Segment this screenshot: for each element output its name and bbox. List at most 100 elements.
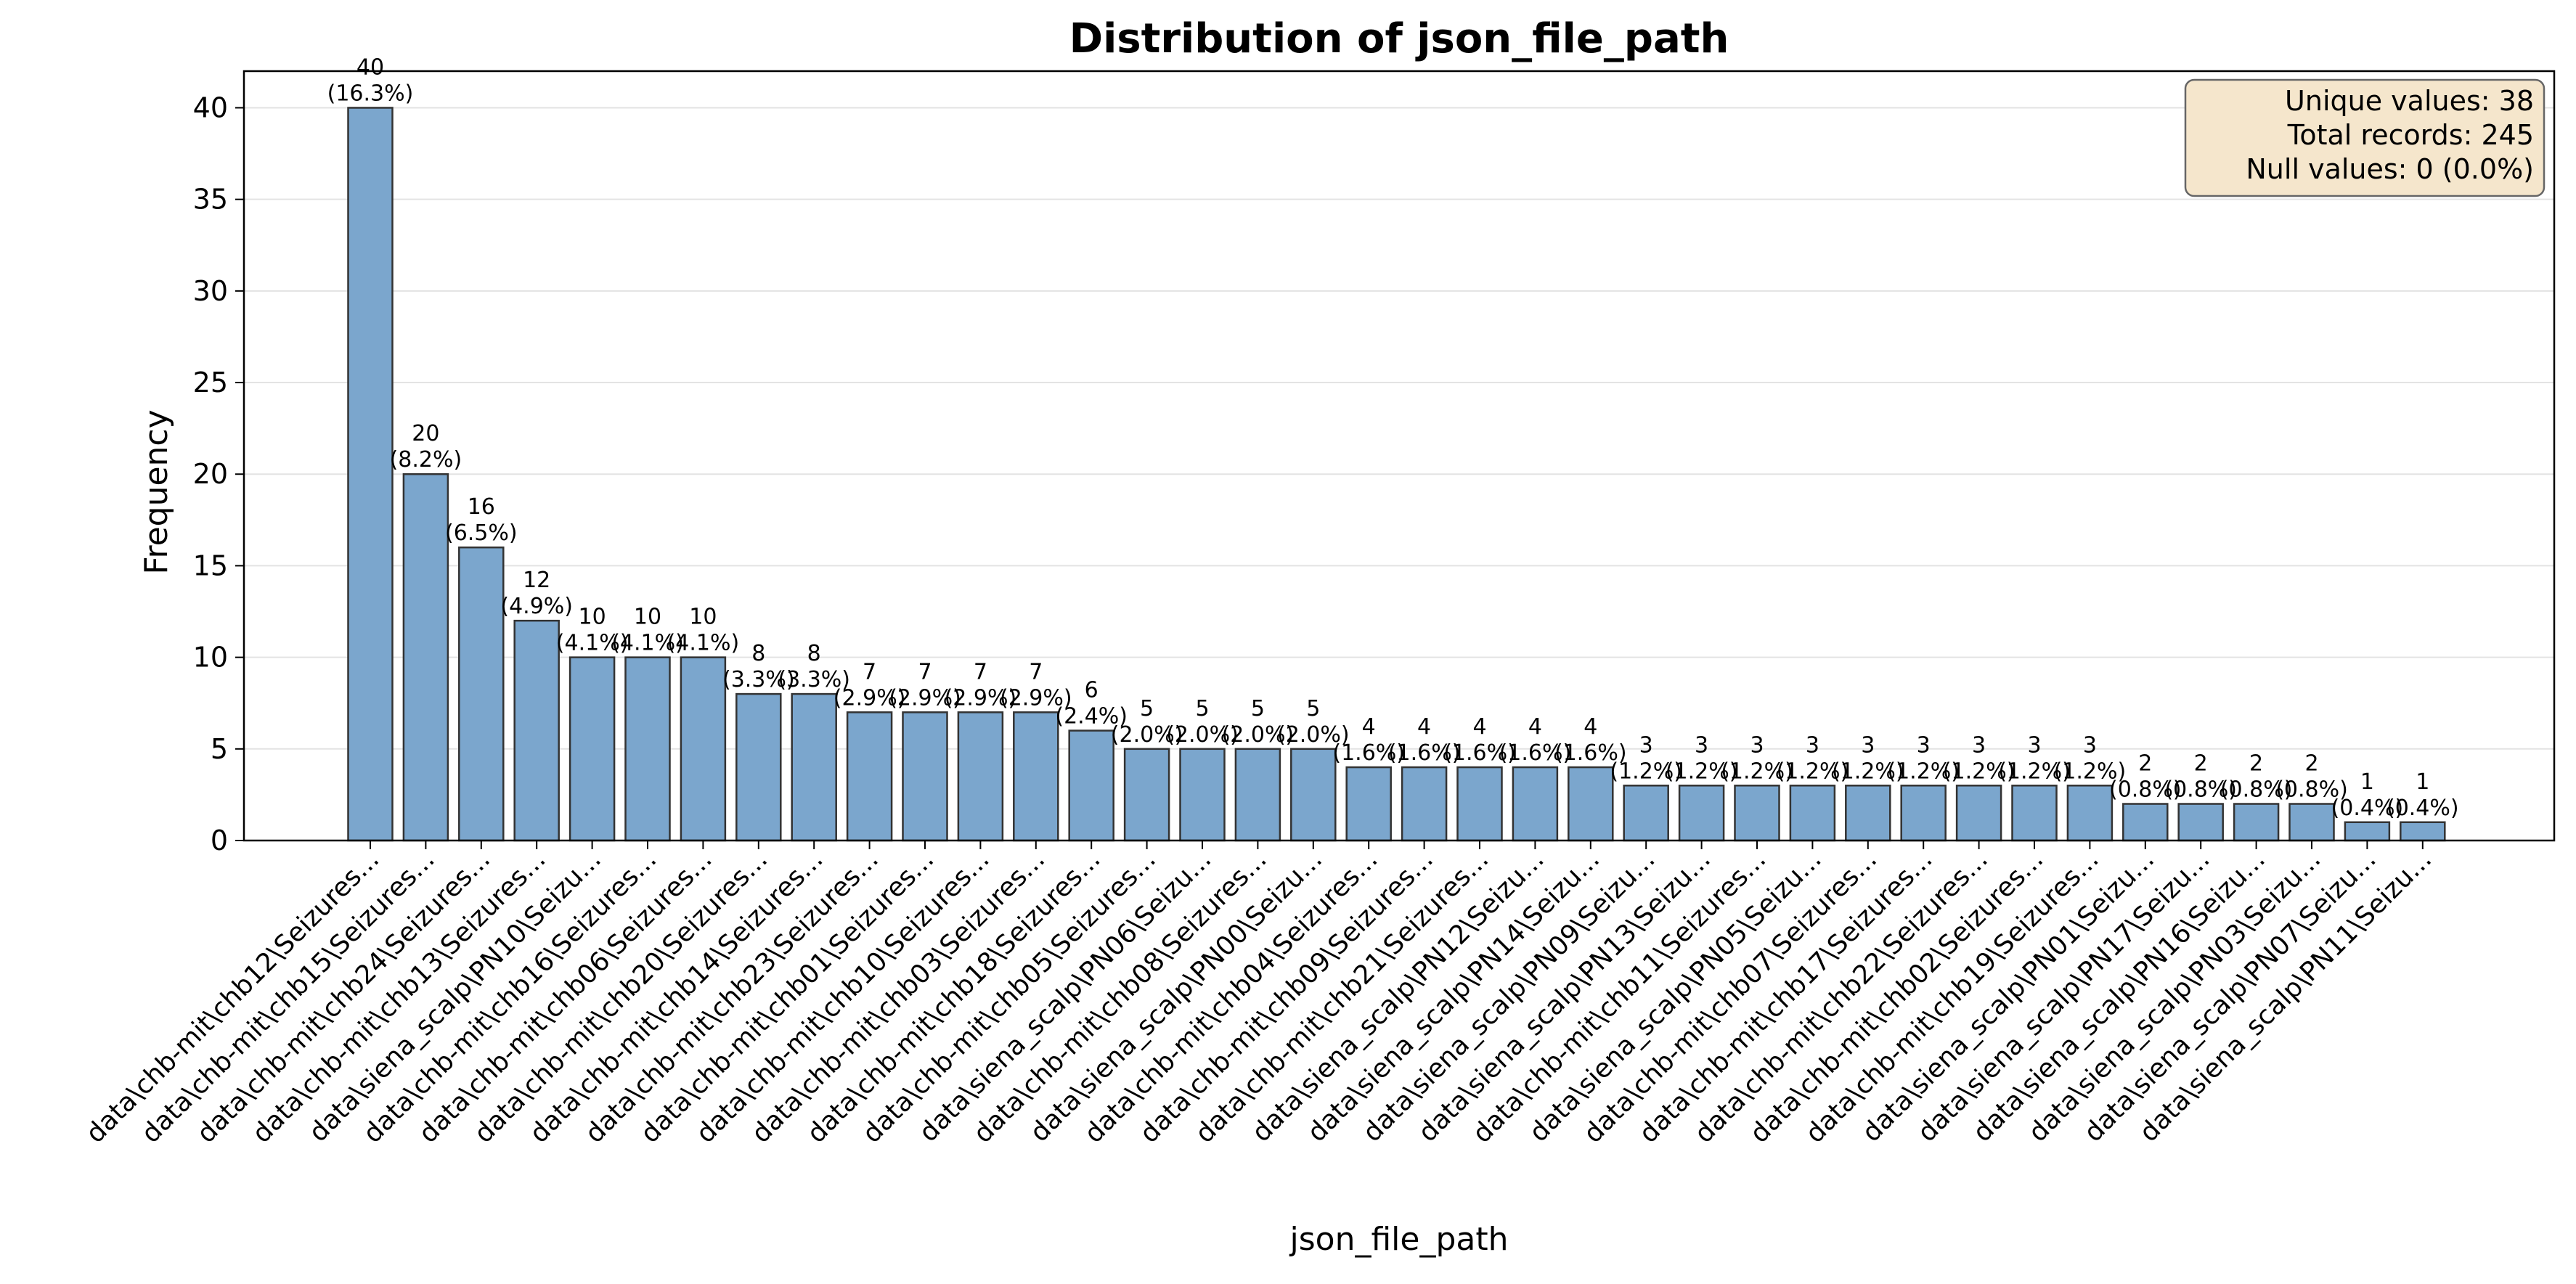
bar-percent-label: (1.2%)	[1721, 758, 1793, 784]
bar	[1789, 785, 1836, 842]
bar	[402, 473, 449, 842]
bar-percent-label: (1.6%)	[1499, 740, 1572, 766]
y-tick-label: 30	[193, 275, 228, 307]
y-tick-label: 20	[193, 458, 228, 490]
bar	[1290, 748, 1337, 842]
y-ticks: 0 5 10 15 20 25 30 35 40	[193, 91, 244, 856]
bar	[1456, 766, 1503, 842]
y-tick-label: 25	[193, 367, 228, 398]
bar-percent-label: (0.8%)	[2220, 777, 2293, 803]
bar	[1955, 785, 2002, 842]
bar	[2344, 821, 2391, 842]
bar-percent-label: (2.0%)	[1277, 722, 1350, 748]
bar-percent-label: (1.2%)	[1943, 758, 2015, 784]
bar	[846, 711, 893, 842]
bar-value-label: 3	[2083, 732, 2097, 758]
bar-percent-label: (2.4%)	[1055, 704, 1128, 729]
bar	[1234, 748, 1281, 842]
bar-value-label: 5	[1306, 696, 1320, 721]
bar-value-label: 10	[579, 605, 606, 630]
bar-value-label: 7	[974, 659, 987, 684]
bar-value-label: 8	[807, 641, 821, 666]
bar-percent-label: (2.9%)	[889, 685, 961, 711]
stats-line: Total records: 245	[2287, 119, 2534, 151]
bar	[2400, 821, 2446, 842]
bar	[1401, 766, 1448, 842]
bar	[624, 656, 671, 842]
bar-percent-label: (1.2%)	[1610, 758, 1682, 784]
bar	[458, 546, 505, 842]
bar-value-label: 2	[2194, 751, 2208, 777]
bar-percent-label: (8.2%)	[390, 447, 462, 473]
bar	[1900, 785, 1947, 842]
bar-value-label: 5	[1140, 696, 1154, 721]
y-axis-label: Frequency	[138, 409, 175, 574]
bar-percent-label: (1.2%)	[1832, 758, 1904, 784]
bar	[1678, 785, 1725, 842]
bar-percent-label: (2.9%)	[1000, 685, 1072, 711]
bar-value-label: 10	[634, 605, 661, 630]
stats-box-background	[2184, 78, 2546, 197]
bar-percent-label: (0.8%)	[2275, 777, 2348, 803]
bar-value-label: 4	[1583, 714, 1597, 740]
y-tick-label: 15	[193, 549, 228, 581]
bar-percent-label: (2.0%)	[1166, 722, 1239, 748]
bar-value-label: 4	[1528, 714, 1542, 740]
bar	[1845, 785, 1891, 842]
bar-value-label: 8	[751, 641, 765, 666]
bar	[2011, 785, 2058, 842]
bar-percent-label: (4.1%)	[556, 631, 629, 656]
bar-value-label: 7	[1029, 659, 1043, 684]
bar-value-label: 5	[1251, 696, 1265, 721]
bar-percent-label: (16.3%)	[327, 81, 414, 106]
bar-percent-label: (4.9%)	[500, 594, 573, 619]
bar	[735, 692, 782, 842]
bar-percent-label: (6.5%)	[445, 520, 518, 546]
bar-value-label: 10	[689, 605, 717, 630]
x-axis-label: json_file_path	[1289, 1221, 1509, 1258]
bar-percent-label: (0.8%)	[2109, 777, 2182, 803]
bar-percent-label: (1.6%)	[1443, 740, 1516, 766]
bar-percent-label: (3.3%)	[722, 667, 795, 692]
bar-value-label: 2	[2138, 751, 2152, 777]
bar-percent-label: (4.1%)	[667, 631, 740, 656]
bar-value-label: 3	[1639, 732, 1653, 758]
bar-percent-label: (1.2%)	[1887, 758, 1960, 784]
bar-percent-label: (0.4%)	[2331, 796, 2404, 821]
bar-percent-label: (1.2%)	[1998, 758, 2071, 784]
bar-value-label: 3	[1806, 732, 1819, 758]
bars	[347, 107, 2446, 842]
bar-percent-label: (0.8%)	[2164, 777, 2237, 803]
bar-percent-label: (2.0%)	[1111, 722, 1183, 748]
bar-percent-label: (3.3%)	[778, 667, 850, 692]
bar	[513, 619, 560, 842]
bar-percent-label: (1.2%)	[2054, 758, 2127, 784]
y-tick-label: 35	[193, 184, 228, 216]
bar-value-label: 3	[2027, 732, 2041, 758]
bar-value-label: 3	[1695, 732, 1708, 758]
bar-percent-label: (1.2%)	[1777, 758, 1849, 784]
stats-line: Null values: 0 (0.0%)	[2246, 153, 2534, 185]
stats-line: Unique values: 38	[2285, 85, 2534, 117]
bar	[2177, 803, 2224, 842]
bar-value-label: 20	[412, 421, 439, 446]
bar	[2122, 803, 2169, 842]
bar-percent-label: (1.6%)	[1332, 740, 1405, 766]
bar-percent-label: (0.4%)	[2387, 796, 2459, 821]
bar-percent-label: (2.9%)	[945, 685, 1017, 711]
bar-percent-label: (1.2%)	[1666, 758, 1738, 784]
bar-value-label: 1	[2416, 769, 2429, 795]
bar-percent-label: (2.0%)	[1222, 722, 1295, 748]
y-tick-label: 10	[193, 642, 228, 674]
bar	[2288, 803, 2335, 842]
bar-value-label: 4	[1417, 714, 1431, 740]
y-tick-label: 40	[193, 91, 228, 123]
bar	[1123, 748, 1170, 842]
bar-value-label: 4	[1472, 714, 1486, 740]
y-tick-label: 0	[211, 825, 228, 856]
bar	[1623, 785, 1669, 842]
bar-value-label: 3	[1861, 732, 1875, 758]
axes	[242, 70, 2556, 842]
